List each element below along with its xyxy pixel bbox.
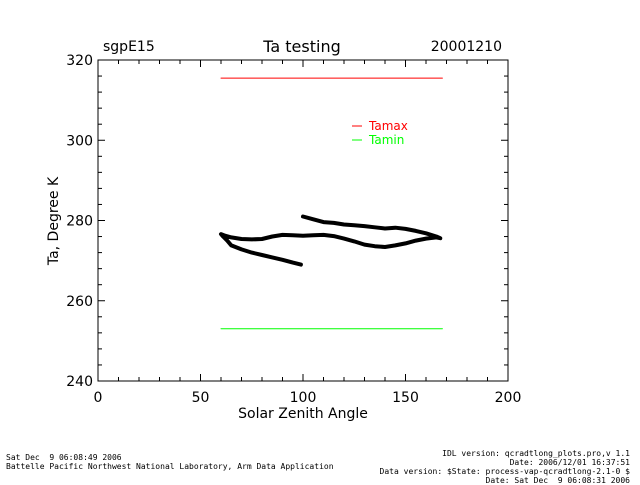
- legend-label-tamax: Tamax: [368, 119, 408, 133]
- y-tick-label: 280: [66, 214, 93, 230]
- x-tick-label: 150: [392, 390, 419, 406]
- x-tick-label: 50: [192, 390, 210, 406]
- footer-organization: Battelle Pacific Northwest National Labo…: [6, 462, 334, 471]
- series-layer: [219, 77, 443, 330]
- y-tick-label: 320: [66, 53, 93, 69]
- x-tick-label: 200: [495, 390, 522, 406]
- ta-series-line: [219, 214, 443, 267]
- footer-data-date: Date: Sat Dec 9 06:08:31 2006: [485, 476, 631, 485]
- y-axis-label: Ta, Degree K: [46, 176, 62, 266]
- axes: 0 50 100 150 200 240 260 280 300 320: [66, 53, 521, 406]
- site-label: sgpE15: [103, 39, 155, 55]
- footer-idl-date: Date: 2006/12/01 16:37:51: [509, 458, 630, 467]
- legend-label-tamin: Tamin: [368, 133, 404, 147]
- y-tick-label: 300: [66, 133, 93, 149]
- footer-data-version: Data version: $State: process-vap-qcradt…: [379, 467, 630, 476]
- chart-title: Ta testing: [262, 37, 340, 56]
- footer-left: Sat Dec 9 06:08:49 2006 Battelle Pacific …: [6, 453, 334, 471]
- x-axis-label: Solar Zenith Angle: [238, 406, 368, 422]
- plot-frame: [97, 59, 509, 382]
- y-tick-label: 240: [66, 374, 93, 390]
- y-tick-label: 260: [66, 294, 93, 310]
- x-tick-label: 0: [94, 390, 103, 406]
- x-tick-label: 100: [290, 390, 317, 406]
- date-label: 20001210: [431, 39, 502, 55]
- footer-idl-version: IDL version: qcradtlong_plots.pro,v 1.1: [442, 449, 630, 458]
- footer-timestamp: Sat Dec 9 06:08:49 2006: [6, 453, 122, 462]
